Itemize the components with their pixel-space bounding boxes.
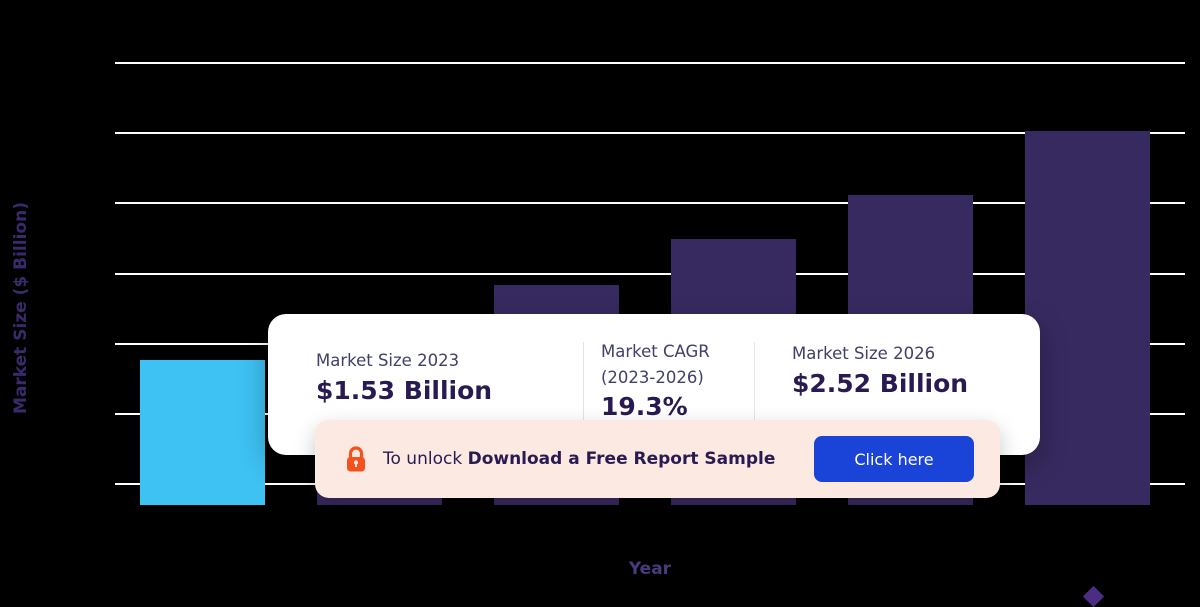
gridline	[115, 273, 1185, 275]
watermark-fragment	[1082, 585, 1105, 607]
unlock-text: To unlock Download a Free Report Sample	[383, 449, 775, 469]
unlock-text-bold: Download a Free Report Sample	[467, 449, 776, 469]
stat-value: $2.52 Billion	[792, 368, 969, 398]
stat-market-cagr: Market CAGR (2023-2026) 19.3%	[584, 341, 754, 421]
stat-label-line2: (2023-2026)	[601, 367, 704, 387]
bar-0	[139, 360, 265, 505]
stat-label: Market Size 2026	[792, 344, 936, 364]
gridline	[115, 132, 1185, 134]
unlock-banner: To unlock Download a Free Report Sample …	[315, 420, 1000, 498]
divider	[583, 341, 584, 428]
x-axis-line	[115, 503, 1185, 506]
stat-market-size-2023: Market Size 2023 $1.53 Billion	[268, 350, 583, 404]
stat-value: $1.53 Billion	[316, 375, 493, 405]
stat-market-size-2026: Market Size 2026 $2.52 Billion	[755, 343, 1040, 397]
stat-value: 19.3%	[601, 391, 688, 421]
gridline	[115, 62, 1185, 64]
lock-icon	[345, 445, 367, 473]
gridline	[115, 202, 1185, 204]
stat-label: Market CAGR	[601, 342, 710, 362]
unlock-text-prefix: To unlock	[383, 449, 468, 469]
click-here-button[interactable]: Click here	[814, 436, 974, 482]
x-axis-label: Year	[628, 559, 672, 579]
stat-label: Market Size 2023	[316, 351, 460, 371]
bar-5	[1024, 131, 1150, 505]
y-axis-label: Market Size ($ Billion)	[11, 202, 31, 414]
divider	[754, 341, 755, 428]
